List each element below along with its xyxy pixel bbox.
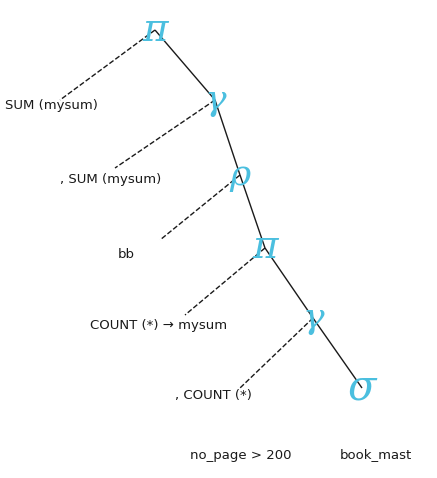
Text: π: π (142, 11, 168, 48)
Text: π: π (252, 229, 278, 267)
Text: no_page > 200: no_page > 200 (190, 448, 291, 461)
Text: book_mast: book_mast (340, 448, 412, 461)
Text: bb: bb (118, 249, 135, 261)
Text: σ: σ (348, 367, 376, 409)
Text: , COUNT (*): , COUNT (*) (175, 389, 252, 402)
Text: ρ: ρ (229, 158, 251, 192)
Text: , SUM (mysum): , SUM (mysum) (60, 174, 161, 186)
Text: γ: γ (204, 83, 226, 117)
Text: γ: γ (302, 301, 324, 335)
Text: SUM (mysum): SUM (mysum) (5, 98, 98, 111)
Text: COUNT (*) → mysum: COUNT (*) → mysum (90, 318, 227, 332)
